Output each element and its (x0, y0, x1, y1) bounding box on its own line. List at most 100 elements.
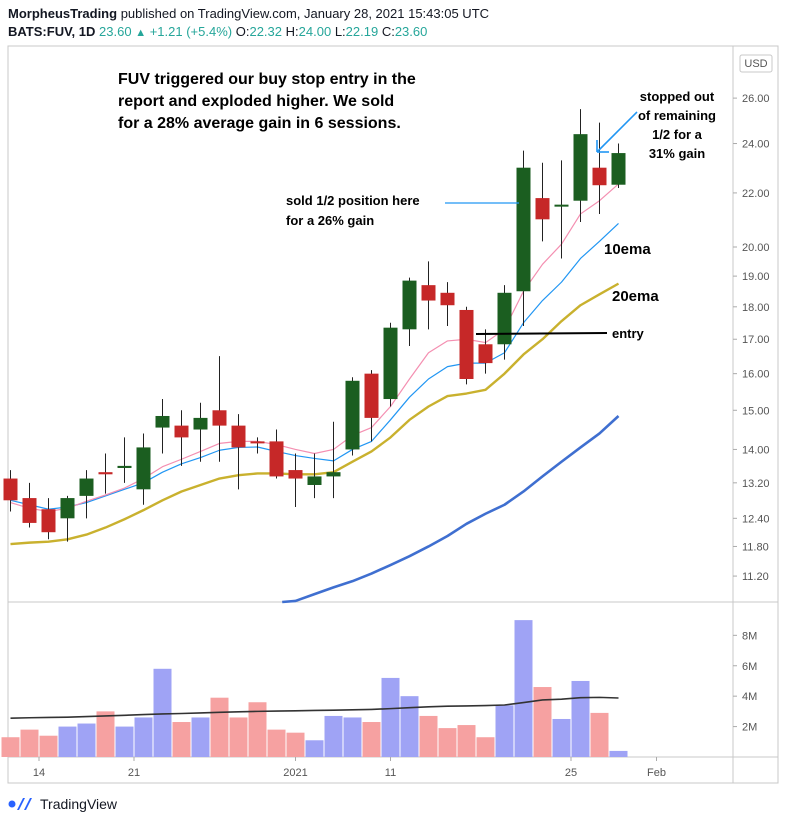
open-label: O: (235, 24, 250, 39)
annotation-stopped-out: 31% gain (649, 146, 705, 161)
symbol-info: BATS:FUV, 1D 23.60 ▲ +1.21 (+5.4%) O:22.… (8, 24, 427, 39)
tradingview-logo-icon (8, 798, 32, 810)
close-label: C: (381, 24, 395, 39)
candle-body (269, 441, 284, 477)
volume-bar (267, 729, 286, 757)
time-tick-label: 14 (33, 767, 45, 779)
publisher-name[interactable]: MorpheusTrading (8, 6, 118, 21)
candle-body (364, 373, 379, 418)
volume-bar (438, 728, 457, 757)
published-text: published on TradingView.com, January 28… (120, 6, 490, 21)
price-tick-label: 17.00 (742, 334, 770, 346)
candle-body (611, 153, 626, 185)
volume-tick-label: 4M (742, 691, 757, 703)
candle-body (98, 472, 113, 475)
candle-body (383, 327, 398, 400)
price-tick-label: 15.00 (742, 405, 770, 417)
candle-body (516, 167, 531, 292)
price-tick-label: 16.00 (742, 369, 770, 381)
price-tick-label: 12.40 (742, 513, 770, 525)
volume-bar (305, 740, 324, 757)
high-label: H: (285, 24, 299, 39)
annotation-stopped-out: stopped out (640, 89, 715, 104)
candle-body (60, 498, 75, 519)
candle-body (3, 478, 18, 501)
candle-body (117, 465, 132, 468)
ema20-line (10, 282, 620, 546)
close-value: 23.60 (394, 24, 428, 39)
annotation-stopped-out: 1/2 for a (652, 127, 703, 142)
volume-tick-label: 8M (742, 630, 757, 642)
candle-body (478, 344, 493, 364)
price-tick-label: 22.00 (742, 188, 770, 200)
candle-body (459, 309, 474, 379)
annotation-main-text: FUV triggered our buy stop entry in the (118, 71, 416, 88)
volume-bar (381, 677, 400, 757)
candle-body (193, 417, 208, 430)
last-price: 23.60 (99, 24, 132, 39)
price-tick-label: 20.00 (742, 242, 770, 254)
volume-bar (495, 705, 514, 757)
annotations: FUV triggered our buy stop entry in the r… (118, 71, 716, 341)
entry-label: entry (612, 326, 645, 341)
volume-bar (172, 722, 191, 757)
annotation-main-text: for a 28% average gain in 6 sessions. (118, 115, 401, 132)
volume-bar (400, 696, 419, 757)
candle-body (326, 472, 341, 477)
price-tick-label: 13.20 (742, 478, 770, 490)
price-tick-label: 24.00 (742, 139, 770, 151)
axes: USD 26.00 24.00 22.00 20.00 19.00 18.00 17.00 16… (33, 54, 773, 779)
volume-bar (514, 620, 533, 757)
volume-tick-label: 2M (742, 722, 757, 734)
volume-bar (286, 732, 305, 757)
volume-bar (96, 711, 115, 757)
volume-bar (20, 729, 39, 757)
price-tick-label: 26.00 (742, 93, 770, 105)
candle-body (573, 134, 588, 201)
volume-bar (571, 680, 590, 757)
candle-body (22, 498, 37, 523)
time-tick-label: 11 (385, 767, 396, 779)
candle-body (174, 425, 189, 438)
volume-bar (191, 717, 210, 757)
price-tick-label: 19.00 (742, 271, 770, 283)
candle-body (402, 280, 417, 330)
annotation-main-text: report and exploded higher. We sold (118, 93, 394, 110)
volume-pane (1, 620, 628, 757)
time-tick-label: Feb (647, 767, 666, 779)
volume-bar (552, 718, 571, 757)
annotation-sold-half: for a 26% gain (286, 213, 374, 228)
time-tick-label: 2021 (283, 767, 307, 779)
volume-bar (362, 722, 381, 757)
plot-border (7, 45, 779, 784)
candle-body (155, 415, 170, 428)
volume-bar (210, 697, 229, 757)
volume-bar (533, 687, 552, 757)
candle-body (231, 425, 246, 448)
price-tick-label: 11.80 (742, 541, 769, 553)
symbol-name: BATS:FUV, 1D (8, 24, 96, 39)
time-tick-label: 21 (128, 767, 140, 779)
volume-tick-label: 6M (742, 661, 757, 673)
candle-body (535, 198, 550, 220)
volume-bar (324, 715, 343, 757)
ema10-label: 10ema (604, 241, 651, 258)
volume-bar (590, 712, 609, 757)
ema20-label: 20ema (612, 288, 659, 305)
candle-body (250, 441, 265, 444)
volume-bar (248, 702, 267, 757)
candle-body (421, 285, 436, 301)
volume-bar (39, 735, 58, 757)
volume-ma-line (10, 696, 619, 720)
volume-bar (134, 717, 153, 757)
volume-bar (58, 726, 77, 757)
candle-body (345, 380, 360, 450)
tradingview-logo[interactable]: TradingView (8, 796, 117, 812)
price-tick-label: 11.20 (742, 571, 769, 583)
volume-bar (419, 715, 438, 757)
price-tick-label: 14.00 (742, 444, 770, 456)
open-value: 22.32 (249, 24, 283, 39)
candlesticks (3, 109, 626, 542)
volume-bar (1, 737, 20, 757)
